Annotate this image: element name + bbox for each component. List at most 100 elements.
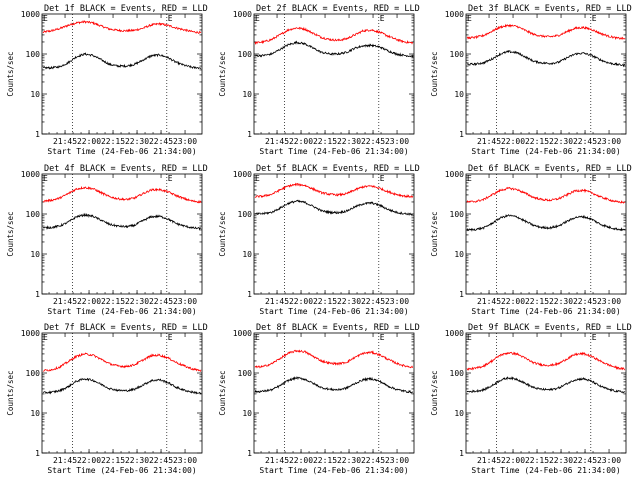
x-tick-label: 21:45 bbox=[265, 297, 289, 306]
marker-label: E bbox=[43, 174, 48, 183]
x-tick-label: 22:00 bbox=[77, 456, 101, 465]
chart-title: Det 9f BLACK = Events, RED = LLD bbox=[468, 323, 632, 333]
x-tick-label: 22:45 bbox=[361, 137, 385, 146]
x-tick-label: 22:30 bbox=[125, 297, 149, 306]
y-axis-label: Counts/sec bbox=[6, 370, 15, 415]
lld-series-line bbox=[466, 186, 626, 204]
y-tick-label: 10 bbox=[30, 90, 40, 99]
x-axis-label: Start Time (24-Feb-06 21:34:00) bbox=[471, 147, 620, 156]
x-tick-label: 22:30 bbox=[549, 297, 573, 306]
lld-series-line bbox=[466, 351, 626, 371]
plot-frame bbox=[41, 173, 203, 295]
y-tick-label: 1 bbox=[35, 290, 40, 299]
events-series-line bbox=[254, 40, 414, 58]
y-tick-label: 1 bbox=[459, 290, 464, 299]
x-axis-label: Start Time (24-Feb-06 21:34:00) bbox=[47, 466, 196, 475]
y-tick-label: 100 bbox=[238, 210, 253, 219]
lld-series-line bbox=[254, 182, 414, 199]
x-tick-label: 23:00 bbox=[385, 456, 409, 465]
x-tick-label: 22:00 bbox=[289, 297, 313, 306]
y-tick-label: 100 bbox=[450, 50, 465, 59]
x-tick-label: 22:30 bbox=[337, 137, 361, 146]
x-axis-label: Start Time (24-Feb-06 21:34:00) bbox=[47, 307, 196, 316]
x-tick-label: 22:30 bbox=[549, 137, 573, 146]
y-tick-label: 100 bbox=[26, 50, 41, 59]
y-tick-label: 10 bbox=[242, 250, 252, 259]
x-tick-label: 22:15 bbox=[313, 456, 337, 465]
x-tick-label: 22:00 bbox=[77, 137, 101, 146]
x-tick-label: 22:45 bbox=[573, 456, 597, 465]
x-axis-label: Start Time (24-Feb-06 21:34:00) bbox=[47, 147, 196, 156]
y-tick-label: 10 bbox=[242, 90, 252, 99]
y-tick-label: 10 bbox=[242, 409, 252, 418]
x-tick-label: 23:00 bbox=[597, 137, 621, 146]
x-tick-label: 21:45 bbox=[477, 297, 501, 306]
plot-frame bbox=[465, 173, 627, 295]
x-tick-label: 22:15 bbox=[525, 456, 549, 465]
marker-label: E bbox=[168, 333, 173, 342]
y-tick-label: 1 bbox=[35, 130, 40, 139]
y-tick-label: 1 bbox=[247, 290, 252, 299]
x-axis-label: Start Time (24-Feb-06 21:34:00) bbox=[259, 147, 408, 156]
y-axis-label: Counts/sec bbox=[430, 370, 439, 415]
lld-series-line bbox=[254, 349, 414, 369]
y-tick-label: 1000 bbox=[445, 170, 464, 179]
plot-frame bbox=[41, 332, 203, 454]
x-tick-label: 21:45 bbox=[477, 137, 501, 146]
x-tick-label: 21:45 bbox=[265, 456, 289, 465]
plot-frame bbox=[253, 332, 415, 454]
y-tick-label: 1000 bbox=[233, 10, 252, 19]
x-tick-label: 22:30 bbox=[549, 456, 573, 465]
marker-label: E bbox=[168, 14, 173, 23]
x-tick-label: 23:00 bbox=[597, 456, 621, 465]
x-tick-label: 22:45 bbox=[149, 137, 173, 146]
y-tick-label: 1000 bbox=[21, 329, 40, 338]
marker-label: E bbox=[380, 14, 385, 23]
x-tick-label: 22:15 bbox=[101, 456, 125, 465]
marker-label: E bbox=[255, 333, 260, 342]
marker-label: E bbox=[592, 333, 597, 342]
x-tick-label: 22:00 bbox=[289, 456, 313, 465]
x-tick-label: 23:00 bbox=[385, 137, 409, 146]
plot-frame bbox=[465, 332, 627, 454]
y-tick-label: 100 bbox=[26, 210, 41, 219]
y-tick-label: 1000 bbox=[445, 329, 464, 338]
chart-title: Det 8f BLACK = Events, RED = LLD bbox=[256, 323, 420, 333]
y-tick-label: 100 bbox=[238, 50, 253, 59]
lld-series-line bbox=[42, 352, 202, 372]
chart-title: Det 2f BLACK = Events, RED = LLD bbox=[256, 4, 420, 14]
events-series-line bbox=[254, 376, 414, 394]
x-tick-label: 23:00 bbox=[173, 297, 197, 306]
x-tick-label: 22:45 bbox=[573, 297, 597, 306]
y-axis-label: Counts/sec bbox=[6, 211, 15, 256]
y-tick-label: 1000 bbox=[21, 170, 40, 179]
y-tick-label: 1 bbox=[247, 449, 252, 458]
plot-frame bbox=[253, 13, 415, 135]
x-tick-label: 22:00 bbox=[289, 137, 313, 146]
x-tick-label: 22:30 bbox=[337, 456, 361, 465]
x-tick-label: 22:45 bbox=[361, 456, 385, 465]
y-axis-label: Counts/sec bbox=[6, 51, 15, 96]
plot-frame bbox=[41, 13, 203, 135]
y-tick-label: 10 bbox=[30, 250, 40, 259]
x-tick-label: 22:30 bbox=[337, 297, 361, 306]
x-axis-label: Start Time (24-Feb-06 21:34:00) bbox=[471, 466, 620, 475]
y-tick-label: 100 bbox=[450, 210, 465, 219]
y-tick-label: 1 bbox=[35, 449, 40, 458]
x-tick-label: 21:45 bbox=[265, 137, 289, 146]
events-series-line bbox=[466, 214, 626, 232]
chart-title: Det 3f BLACK = Events, RED = LLD bbox=[468, 4, 632, 14]
x-tick-label: 22:30 bbox=[125, 137, 149, 146]
x-tick-label: 22:15 bbox=[525, 137, 549, 146]
x-axis-label: Start Time (24-Feb-06 21:34:00) bbox=[471, 307, 620, 316]
chart-title: Det 4f BLACK = Events, RED = LLD bbox=[44, 164, 208, 174]
plot-frame bbox=[465, 13, 627, 135]
x-tick-label: 22:30 bbox=[125, 456, 149, 465]
x-tick-label: 23:00 bbox=[385, 297, 409, 306]
marker-label: E bbox=[255, 14, 260, 23]
y-tick-label: 1 bbox=[247, 130, 252, 139]
